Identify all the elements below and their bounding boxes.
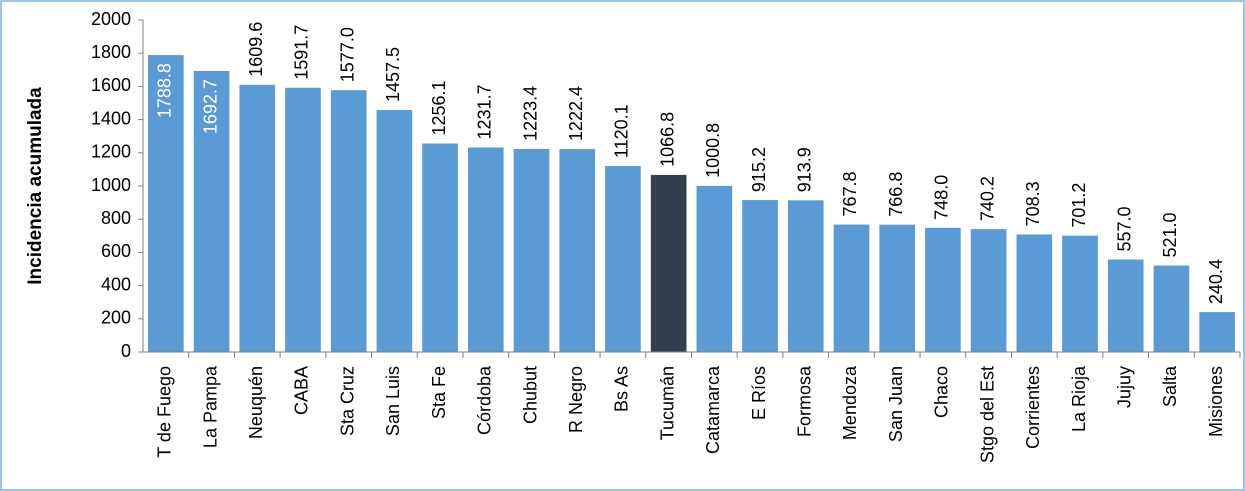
x-tick-label: Neuquén — [246, 366, 266, 439]
bar — [559, 149, 596, 352]
bar — [467, 147, 504, 352]
y-tick-label: 2000 — [91, 9, 131, 29]
x-tick-label: Formosa — [795, 365, 815, 437]
value-label: 1223.4 — [520, 86, 540, 141]
value-label: 1457.5 — [383, 47, 403, 102]
value-label: 913.9 — [795, 147, 815, 192]
value-label: 766.8 — [886, 172, 906, 217]
x-tick-label: San Luis — [383, 366, 403, 436]
y-tick-label: 1600 — [91, 75, 131, 95]
y-tick-label: 600 — [101, 241, 131, 261]
y-tick-label: 200 — [101, 308, 131, 328]
x-tick-label: CABA — [292, 366, 312, 415]
value-label: 521.0 — [1160, 212, 1180, 257]
x-tick-label: Corrientes — [1023, 366, 1043, 449]
bar — [148, 55, 184, 352]
x-tick-label: Bs As — [612, 366, 632, 412]
value-label: 740.2 — [977, 176, 997, 221]
bar — [1016, 234, 1053, 352]
value-label: 708.3 — [1023, 181, 1043, 226]
y-tick-label: 1000 — [91, 175, 131, 195]
x-tick-label: Chaco — [932, 366, 952, 418]
bar — [1153, 265, 1190, 352]
value-label: 701.2 — [1069, 183, 1089, 228]
x-tick-label: E Ríos — [749, 366, 769, 420]
x-tick-label: Sta Cruz — [337, 366, 357, 436]
bar — [285, 87, 321, 352]
y-tick-label: 800 — [101, 208, 131, 228]
bar — [1199, 312, 1235, 352]
x-tick-label: T de Fuego — [155, 366, 175, 458]
bar — [742, 200, 778, 352]
bar — [650, 174, 687, 352]
value-label: 915.2 — [749, 147, 769, 192]
bar — [513, 148, 550, 352]
bar — [193, 71, 230, 352]
y-tick-label: 400 — [101, 274, 131, 294]
x-tick-label: Jujuy — [1114, 366, 1134, 408]
bar — [970, 229, 1007, 352]
x-tick-label: Córdoba — [475, 365, 495, 435]
value-label: 240.4 — [1206, 259, 1226, 304]
bar — [376, 110, 413, 353]
bar — [239, 84, 276, 352]
value-label: 557.0 — [1114, 206, 1134, 251]
x-tick-label: Tucumán — [657, 366, 677, 440]
y-tick-label: 1800 — [91, 42, 131, 62]
value-label: 1256.1 — [429, 80, 449, 135]
x-tick-label: Catamarca — [703, 365, 723, 454]
y-tick-label: 1200 — [91, 142, 131, 162]
value-label: 1120.1 — [612, 104, 632, 158]
x-tick-label: Mendoza — [840, 365, 860, 440]
value-label: 1231.7 — [475, 84, 495, 139]
bar — [422, 143, 458, 352]
x-tick-label: San Juan — [886, 366, 906, 442]
bar — [787, 200, 824, 352]
value-label: 748.0 — [932, 175, 952, 220]
value-label: 1000.8 — [703, 123, 723, 178]
x-tick-label: La Pampa — [200, 365, 220, 448]
bar — [1107, 259, 1144, 352]
value-label: 1591.7 — [292, 25, 312, 80]
value-label: 1692.7 — [200, 79, 220, 134]
bar — [1062, 235, 1098, 352]
y-tick-label: 1400 — [91, 108, 131, 128]
x-tick-label: La Rioja — [1069, 365, 1089, 432]
y-tick-label: 0 — [121, 341, 131, 361]
x-tick-label: Salta — [1160, 365, 1180, 407]
value-label: 1788.8 — [155, 63, 175, 118]
value-label: 1222.4 — [566, 86, 586, 141]
x-tick-label: Stgo del Est — [977, 366, 997, 463]
bar — [330, 90, 367, 352]
value-label: 1609.6 — [246, 22, 266, 77]
bar — [696, 185, 733, 352]
value-label: 1577.0 — [337, 27, 357, 82]
bar — [925, 227, 961, 352]
x-tick-label: Misiones — [1206, 366, 1226, 437]
x-tick-label: Sta Fe — [429, 366, 449, 419]
bar — [879, 224, 916, 352]
x-tick-label: Chubut — [520, 366, 540, 424]
x-tick-label: R Negro — [566, 366, 586, 433]
value-label: 767.8 — [840, 171, 860, 216]
y-axis-label: Incidencia acumulada — [25, 87, 46, 285]
bar — [605, 166, 641, 352]
bar — [833, 224, 870, 352]
value-label: 1066.8 — [657, 112, 677, 167]
